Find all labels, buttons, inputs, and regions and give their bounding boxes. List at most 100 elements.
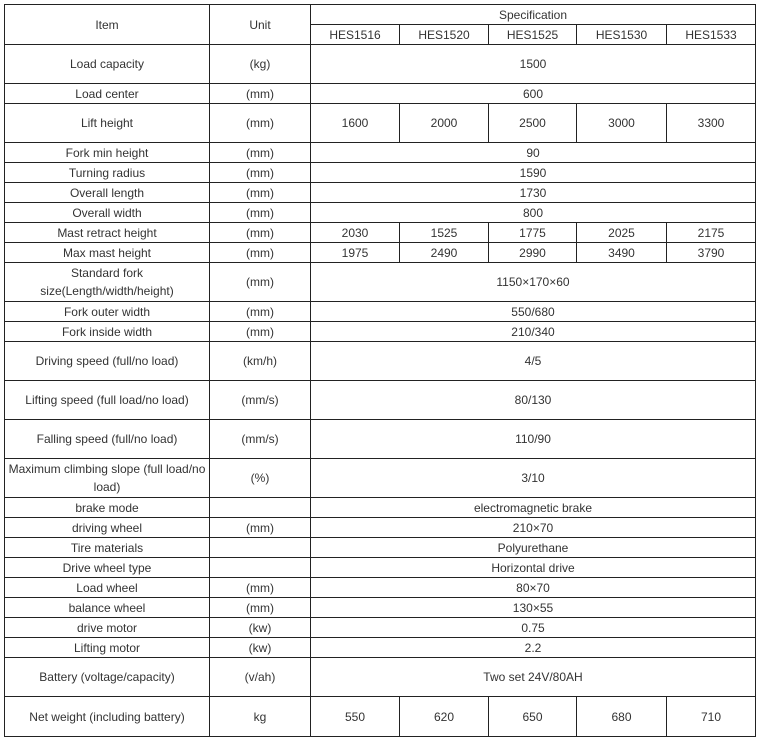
row-item: Load wheel xyxy=(4,577,210,598)
row-item: Drive wheel type xyxy=(4,557,210,578)
row-value: 2490 xyxy=(399,242,489,263)
table-row: Overall width (mm) 800 xyxy=(4,202,756,223)
row-value: 110/90 xyxy=(310,419,756,459)
row-item: Tire materials xyxy=(4,537,210,558)
row-value: 1775 xyxy=(488,222,577,243)
row-value: 550 xyxy=(310,696,400,737)
row-item: Maximum climbing slope (full load/no loa… xyxy=(4,458,210,498)
row-value: 3790 xyxy=(666,242,756,263)
row-value: 80×70 xyxy=(310,577,756,598)
row-item: Fork outer width xyxy=(4,301,210,322)
row-value: 1975 xyxy=(310,242,400,263)
table-row: Max mast height (mm) 1975 2490 2990 3490 3790 xyxy=(4,242,756,263)
row-value: 130×55 xyxy=(310,597,756,618)
row-unit: (mm) xyxy=(209,182,311,203)
table-row: Tire materials Polyurethane xyxy=(4,537,756,558)
header-unit: Unit xyxy=(209,4,311,45)
row-item: Net weight (including battery) xyxy=(4,696,210,737)
row-value: 3490 xyxy=(576,242,667,263)
header-model: HES1530 xyxy=(576,24,667,45)
table-row: Drive wheel type Horizontal drive xyxy=(4,557,756,578)
header-item: Item xyxy=(4,4,210,45)
row-unit: (mm) xyxy=(209,162,311,183)
row-item: Driving speed (full/no load) xyxy=(4,341,210,381)
row-unit xyxy=(209,557,311,578)
row-value: Two set 24V/80AH xyxy=(310,657,756,697)
table-row: Lift height (mm) 1600 2000 2500 3000 3300 xyxy=(4,103,756,143)
specification-table: Item Unit Specification HES1516 HES1520 … xyxy=(4,4,756,737)
row-value: 80/130 xyxy=(310,380,756,420)
table-row: brake mode electromagnetic brake xyxy=(4,497,756,518)
row-item: Load center xyxy=(4,83,210,104)
table-row: driving wheel (mm) 210×70 xyxy=(4,517,756,538)
table-row: balance wheel (mm) 130×55 xyxy=(4,597,756,618)
row-unit: (mm) xyxy=(209,517,311,538)
row-item: Lifting speed (full load/no load) xyxy=(4,380,210,420)
table-row: Driving speed (full/no load) (km/h) 4/5 xyxy=(4,341,756,381)
row-value: 600 xyxy=(310,83,756,104)
table-row: Load capacity (kg) 1500 xyxy=(4,44,756,84)
row-value: 4/5 xyxy=(310,341,756,381)
row-value: 800 xyxy=(310,202,756,223)
row-unit: (mm/s) xyxy=(209,380,311,420)
row-item: Lifting motor xyxy=(4,637,210,658)
row-value: 2175 xyxy=(666,222,756,243)
row-unit: (mm) xyxy=(209,577,311,598)
table-row: Fork min height (mm) 90 xyxy=(4,142,756,163)
row-value: 2000 xyxy=(399,103,489,143)
row-value: 650 xyxy=(488,696,577,737)
row-value: 1150×170×60 xyxy=(310,262,756,302)
row-value: 3/10 xyxy=(310,458,756,498)
row-value: 1600 xyxy=(310,103,400,143)
row-value: 550/680 xyxy=(310,301,756,322)
row-unit: (mm) xyxy=(209,202,311,223)
row-value: 210×70 xyxy=(310,517,756,538)
row-value: 1590 xyxy=(310,162,756,183)
row-item: Mast retract height xyxy=(4,222,210,243)
row-item: driving wheel xyxy=(4,517,210,538)
header-model: HES1516 xyxy=(310,24,400,45)
row-value: 710 xyxy=(666,696,756,737)
row-unit: (mm) xyxy=(209,321,311,342)
row-unit: kg xyxy=(209,696,311,737)
table-row: Maximum climbing slope (full load/no loa… xyxy=(4,458,756,498)
table-row: Fork outer width (mm) 550/680 xyxy=(4,301,756,322)
row-value: 620 xyxy=(399,696,489,737)
table-row: drive motor (kw) 0.75 xyxy=(4,617,756,638)
table-row: Lifting speed (full load/no load) (mm/s) 8… xyxy=(4,380,756,420)
row-value: electromagnetic brake xyxy=(310,497,756,518)
row-item: balance wheel xyxy=(4,597,210,618)
table-row: Load wheel (mm) 80×70 xyxy=(4,577,756,598)
row-unit: (kg) xyxy=(209,44,311,84)
row-item: Max mast height xyxy=(4,242,210,263)
row-unit: (mm/s) xyxy=(209,419,311,459)
row-unit: (mm) xyxy=(209,242,311,263)
row-item: Falling speed (full/no load) xyxy=(4,419,210,459)
row-item: Fork min height xyxy=(4,142,210,163)
row-unit: (mm) xyxy=(209,222,311,243)
row-item: Lift height xyxy=(4,103,210,143)
table-row: Battery (voltage/capacity) (v/ah) Two set … xyxy=(4,657,756,697)
row-value: 2030 xyxy=(310,222,400,243)
row-unit xyxy=(209,537,311,558)
row-value: Horizontal drive xyxy=(310,557,756,578)
row-unit xyxy=(209,497,311,518)
row-value: 1525 xyxy=(399,222,489,243)
row-value: 2.2 xyxy=(310,637,756,658)
row-value: Polyurethane xyxy=(310,537,756,558)
row-value: 0.75 xyxy=(310,617,756,638)
row-unit: (mm) xyxy=(209,142,311,163)
row-value: 210/340 xyxy=(310,321,756,342)
row-item: Turning radius xyxy=(4,162,210,183)
row-unit: (mm) xyxy=(209,262,311,302)
row-item: Overall width xyxy=(4,202,210,223)
table-row: Turning radius (mm) 1590 xyxy=(4,162,756,183)
table-row: Standard fork size(Length/width/height)(… xyxy=(4,262,756,302)
row-unit: (kw) xyxy=(209,637,311,658)
row-value: 680 xyxy=(576,696,667,737)
table-row: Overall length (mm) 1730 xyxy=(4,182,756,203)
row-item: brake mode xyxy=(4,497,210,518)
row-value: 2025 xyxy=(576,222,667,243)
row-value: 3300 xyxy=(666,103,756,143)
row-value: 3000 xyxy=(576,103,667,143)
